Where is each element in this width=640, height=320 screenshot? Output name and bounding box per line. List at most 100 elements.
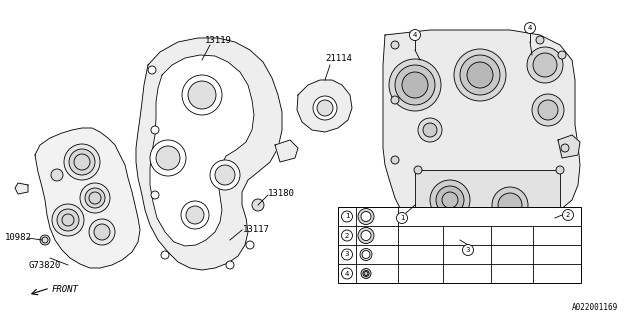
Circle shape — [556, 166, 564, 174]
Circle shape — [397, 212, 408, 223]
Circle shape — [188, 81, 216, 109]
Circle shape — [525, 22, 536, 34]
Circle shape — [358, 209, 374, 225]
Text: 3: 3 — [345, 252, 349, 258]
Circle shape — [151, 126, 159, 134]
Circle shape — [150, 140, 186, 176]
Circle shape — [151, 191, 159, 199]
Circle shape — [536, 228, 544, 236]
Circle shape — [533, 53, 557, 77]
Circle shape — [363, 270, 369, 276]
Circle shape — [342, 249, 353, 260]
Circle shape — [148, 66, 156, 74]
Text: ø19.2: ø19.2 — [368, 250, 393, 259]
Circle shape — [80, 183, 110, 213]
Circle shape — [313, 96, 337, 120]
Circle shape — [361, 268, 371, 278]
Text: (–’05MY): (–’05MY) — [449, 250, 486, 259]
Circle shape — [361, 230, 371, 241]
Circle shape — [558, 51, 566, 59]
Circle shape — [89, 219, 115, 245]
Circle shape — [364, 271, 368, 276]
Circle shape — [492, 187, 528, 223]
Circle shape — [210, 160, 240, 190]
Circle shape — [40, 235, 50, 245]
Circle shape — [342, 230, 353, 241]
Text: 1: 1 — [400, 215, 404, 221]
Text: G91910: G91910 — [406, 250, 435, 259]
Circle shape — [246, 241, 254, 249]
Circle shape — [410, 29, 420, 41]
Circle shape — [463, 244, 474, 255]
Text: G92509: G92509 — [406, 231, 435, 240]
Circle shape — [57, 209, 79, 231]
Circle shape — [252, 199, 264, 211]
Polygon shape — [150, 55, 254, 246]
Circle shape — [391, 96, 399, 104]
Circle shape — [454, 49, 506, 101]
Circle shape — [226, 261, 234, 269]
Circle shape — [561, 144, 569, 152]
Circle shape — [360, 249, 372, 260]
Circle shape — [182, 75, 222, 115]
Text: 3: 3 — [466, 247, 470, 253]
Circle shape — [538, 100, 558, 120]
Circle shape — [361, 212, 371, 221]
Circle shape — [317, 100, 333, 116]
Text: G91410: G91410 — [406, 269, 435, 278]
Circle shape — [156, 146, 180, 170]
Circle shape — [69, 149, 95, 175]
Circle shape — [395, 65, 435, 105]
Polygon shape — [15, 183, 28, 194]
Text: 2: 2 — [345, 233, 349, 238]
Circle shape — [181, 201, 209, 229]
Text: ø14.2: ø14.2 — [368, 269, 393, 278]
Circle shape — [161, 251, 169, 259]
Circle shape — [430, 180, 470, 220]
Circle shape — [402, 72, 428, 98]
Circle shape — [418, 118, 442, 142]
Circle shape — [186, 206, 204, 224]
Text: G91412: G91412 — [497, 269, 527, 278]
Text: 4: 4 — [413, 32, 417, 38]
Circle shape — [51, 169, 63, 181]
Circle shape — [414, 238, 422, 246]
Text: 13119: 13119 — [205, 36, 232, 44]
Circle shape — [391, 156, 399, 164]
Bar — [415, 170, 560, 245]
Text: FRONT: FRONT — [52, 284, 79, 293]
Polygon shape — [383, 30, 580, 245]
Text: 10982: 10982 — [5, 234, 32, 243]
Text: G91912: G91912 — [497, 250, 527, 259]
Text: ø31.2: ø31.2 — [368, 212, 393, 221]
Polygon shape — [297, 80, 352, 132]
Circle shape — [391, 41, 399, 49]
Circle shape — [85, 188, 105, 208]
Circle shape — [532, 94, 564, 126]
Text: 13117: 13117 — [243, 225, 270, 234]
Text: 4: 4 — [528, 25, 532, 31]
Polygon shape — [275, 140, 298, 162]
Circle shape — [64, 144, 100, 180]
Circle shape — [460, 55, 500, 95]
Circle shape — [471, 241, 479, 249]
Circle shape — [527, 47, 563, 83]
Circle shape — [358, 228, 374, 244]
Circle shape — [342, 268, 353, 279]
Circle shape — [215, 165, 235, 185]
Polygon shape — [558, 135, 580, 158]
Text: 4: 4 — [345, 270, 349, 276]
Circle shape — [52, 204, 84, 236]
Polygon shape — [136, 38, 282, 270]
Text: G93104: G93104 — [406, 212, 435, 221]
Text: G92510: G92510 — [497, 231, 527, 240]
Circle shape — [362, 251, 370, 259]
Text: 1: 1 — [345, 213, 349, 220]
Circle shape — [423, 123, 437, 137]
Circle shape — [94, 224, 110, 240]
Text: A022001169: A022001169 — [572, 303, 618, 313]
Text: 13180: 13180 — [268, 188, 295, 197]
Polygon shape — [35, 128, 140, 268]
Circle shape — [342, 211, 353, 222]
Circle shape — [498, 193, 522, 217]
